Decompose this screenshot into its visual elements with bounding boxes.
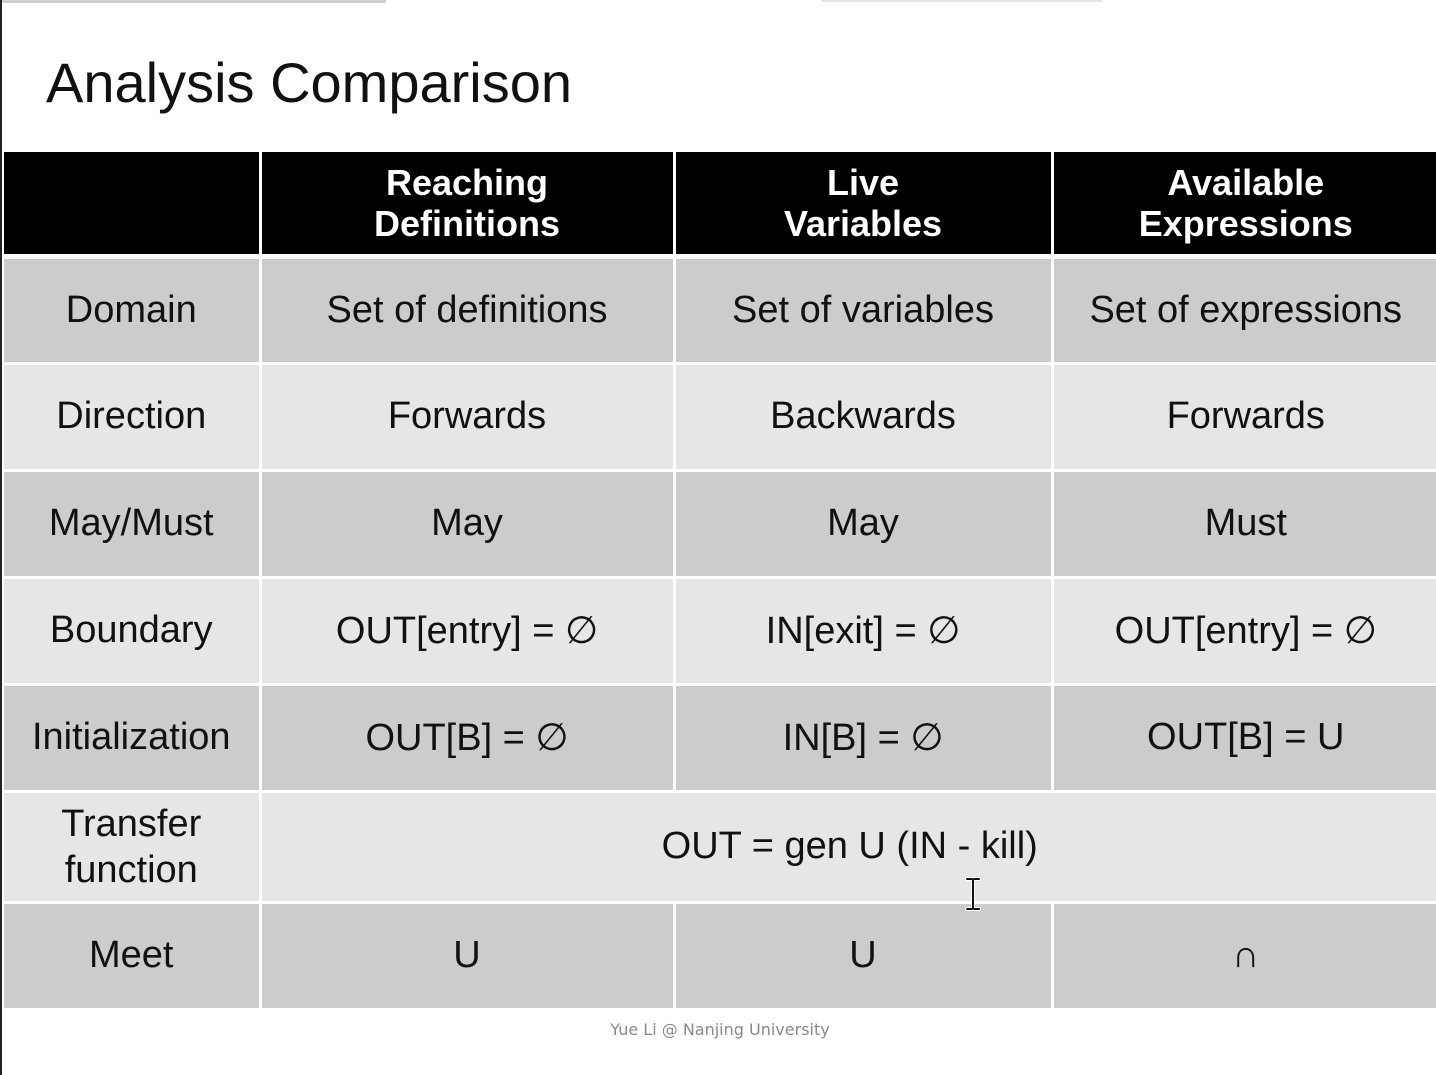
header-line: Expressions xyxy=(1138,202,1353,244)
header-line: Reaching xyxy=(385,161,549,203)
cell-live: Set of variables xyxy=(674,256,1054,365)
cell-live: U xyxy=(674,902,1054,1011)
slide-footer: Yue Li @ Nanjing University xyxy=(610,1020,830,1039)
table-row-may-must: May/Must May May Must xyxy=(4,470,1436,579)
cell-available: Set of expressions xyxy=(1052,256,1436,365)
cell-live: May xyxy=(674,470,1054,579)
cell-live: Backwards xyxy=(674,363,1054,472)
header-line: Live xyxy=(826,161,900,203)
cell-live: IN[exit] = ∅ xyxy=(674,577,1054,686)
row-label: Direction xyxy=(4,363,262,472)
table-row-meet: Meet U U ∩ xyxy=(4,902,1436,1011)
cell-reaching: Forwards xyxy=(260,363,676,472)
slide-title: Analysis Comparison xyxy=(46,51,572,114)
top-bar-decoration xyxy=(2,0,386,3)
comparison-table: Reaching Definitions Live Variables Avai… xyxy=(4,152,1436,1011)
cell-reaching: May xyxy=(260,470,676,579)
cell-available: Forwards xyxy=(1052,363,1436,472)
table-row-transfer-function: Transfer function OUT = gen U (IN - kill… xyxy=(4,791,1436,904)
table-header-row: Reaching Definitions Live Variables Avai… xyxy=(4,152,1436,259)
row-label: Transfer function xyxy=(4,791,262,904)
text-cursor-icon xyxy=(965,877,981,911)
table-row-initialization: Initialization OUT[B] = ∅ IN[B] = ∅ OUT[… xyxy=(4,684,1436,793)
header-line: Available xyxy=(1167,161,1325,203)
header-live-variables: Live Variables xyxy=(674,152,1054,259)
cell-transfer-function-shared: OUT = gen U (IN - kill) xyxy=(260,791,1436,904)
cell-live: IN[B] = ∅ xyxy=(674,684,1054,793)
row-label: Initialization xyxy=(4,684,262,793)
row-label: Domain xyxy=(4,256,262,365)
cell-available: ∩ xyxy=(1052,902,1436,1011)
table-row-direction: Direction Forwards Backwards Forwards xyxy=(4,363,1436,472)
cell-reaching: OUT[B] = ∅ xyxy=(260,684,676,793)
row-label-line: Transfer xyxy=(61,802,202,845)
header-available-expressions: Available Expressions xyxy=(1052,152,1436,259)
cell-available: OUT[entry] = ∅ xyxy=(1052,577,1436,686)
cell-available: Must xyxy=(1052,470,1436,579)
header-line: Variables xyxy=(783,202,943,244)
table-row-boundary: Boundary OUT[entry] = ∅ IN[exit] = ∅ OUT… xyxy=(4,577,1436,686)
row-label: May/Must xyxy=(4,470,262,579)
cell-reaching: U xyxy=(260,902,676,1011)
header-line: Definitions xyxy=(374,202,560,244)
cell-reaching: OUT[entry] = ∅ xyxy=(260,577,676,686)
header-reaching-definitions: Reaching Definitions xyxy=(260,152,676,259)
header-corner-cell xyxy=(4,152,262,259)
row-label-line: function xyxy=(64,848,198,891)
row-label-multiline: Transfer function xyxy=(61,801,201,893)
table-row-domain: Domain Set of definitions Set of variabl… xyxy=(4,256,1436,365)
cell-available: OUT[B] = U xyxy=(1052,684,1436,793)
cell-reaching: Set of definitions xyxy=(260,256,676,365)
row-label: Meet xyxy=(4,902,262,1011)
top-bar-decoration-right xyxy=(822,0,1102,2)
row-label: Boundary xyxy=(4,577,262,686)
